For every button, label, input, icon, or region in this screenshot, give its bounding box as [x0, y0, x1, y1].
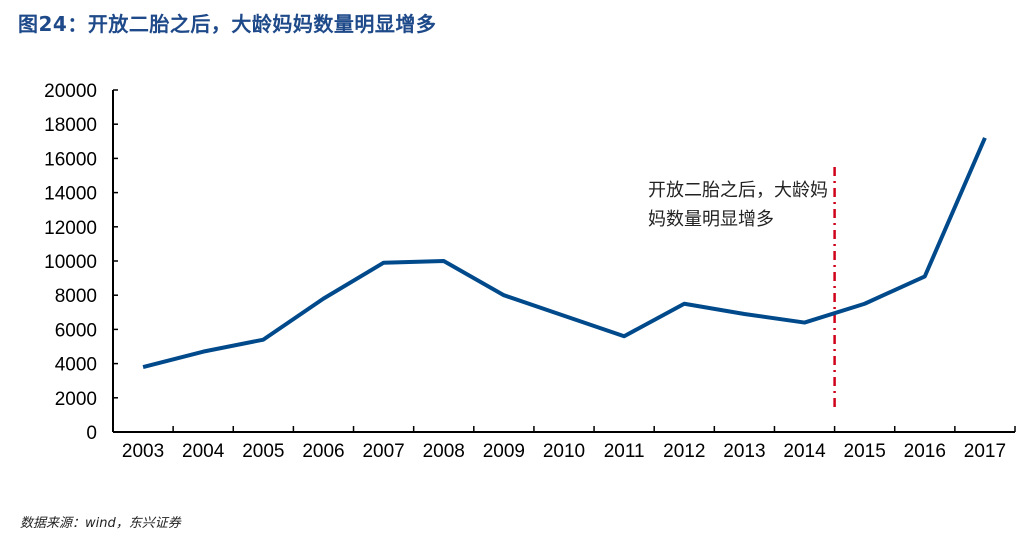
x-tick-label: 2013	[723, 441, 765, 462]
y-tick-label: 4000	[55, 355, 97, 376]
y-tick-label: 16000	[44, 149, 97, 170]
y-tick-label: 12000	[44, 218, 97, 239]
series-line	[142, 137, 987, 369]
chart-title: 图24：开放二胎之后，大龄妈妈数量明显增多	[18, 12, 437, 36]
x-tick-label: 2004	[182, 441, 225, 462]
annotation-text: 开放二胎之后，大龄妈妈数量明显增多	[648, 180, 828, 230]
x-tick-label: 2017	[964, 441, 1006, 462]
x-tick-label: 2012	[663, 441, 705, 462]
y-tick-label: 10000	[44, 252, 97, 273]
x-tick-label: 2003	[122, 441, 164, 462]
x-tick-label: 2010	[543, 441, 585, 462]
x-tick-label: 2016	[904, 441, 946, 462]
y-tick-label: 6000	[55, 320, 97, 341]
x-tick-label: 2008	[423, 441, 465, 462]
x-tick-label: 2009	[483, 441, 525, 462]
y-tick-label: 8000	[55, 286, 97, 307]
x-tick-label: 2014	[783, 441, 826, 462]
x-tick-label: 2005	[242, 441, 284, 462]
x-tick-label: 2007	[362, 441, 404, 462]
x-tick-label: 2015	[844, 441, 886, 462]
y-tick-label: 14000	[44, 184, 97, 205]
y-tick-label: 2000	[55, 389, 97, 410]
y-tick-label: 18000	[44, 115, 97, 136]
x-tick-label: 2011	[604, 441, 645, 462]
source-note: 数据来源：wind，东兴证券	[20, 516, 181, 531]
y-tick-label: 20000	[44, 81, 97, 102]
y-tick-label: 0	[86, 423, 97, 444]
x-tick-label: 2006	[302, 441, 344, 462]
